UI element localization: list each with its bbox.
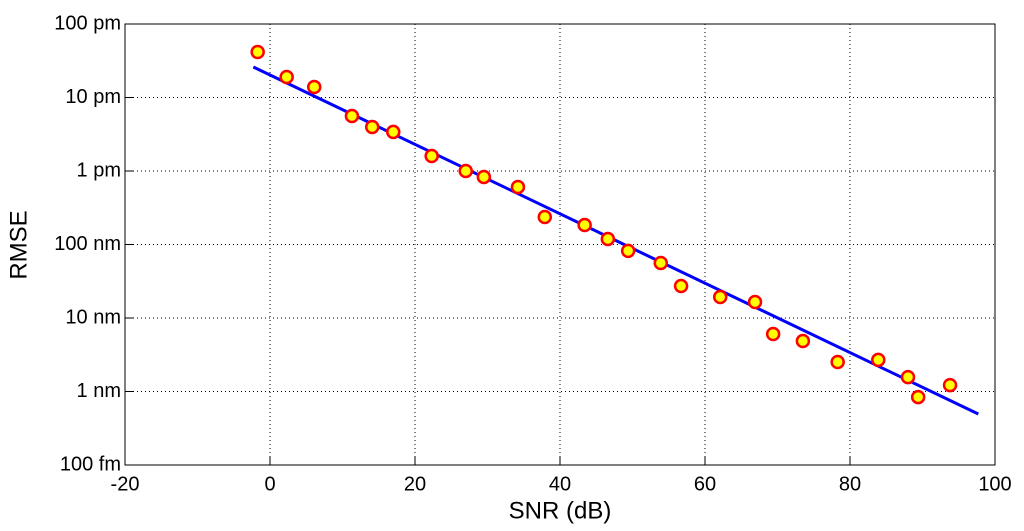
plot-frame <box>124 23 996 466</box>
y-tick-label: 10 nm <box>65 306 121 328</box>
point <box>747 294 763 310</box>
point <box>712 289 728 305</box>
point <box>910 389 926 405</box>
point <box>458 163 473 179</box>
x-tick-label: -20 <box>111 473 140 495</box>
point <box>344 108 360 124</box>
y-tick-label: 100 nm <box>54 233 121 255</box>
point <box>765 326 781 342</box>
x-tick-label: 60 <box>694 473 716 495</box>
y-tick-label: 1 pm <box>77 159 121 181</box>
x-tick-label: 80 <box>839 473 861 495</box>
point <box>673 278 689 294</box>
point <box>386 124 401 140</box>
point <box>537 209 553 225</box>
point <box>830 354 845 370</box>
x-tick-label: 100 <box>978 473 1011 495</box>
point <box>620 243 636 259</box>
point <box>577 217 592 233</box>
y-tick-label: 1 nm <box>77 380 121 402</box>
point <box>795 333 811 349</box>
point <box>510 179 526 195</box>
point <box>424 148 439 164</box>
point <box>653 255 669 271</box>
y-tick-label: 10 pm <box>65 86 121 108</box>
point <box>900 369 916 385</box>
point <box>600 231 616 247</box>
point <box>942 377 958 393</box>
x-tick-label: 40 <box>549 473 571 495</box>
point <box>476 169 492 185</box>
y-axis-title: RMSE <box>5 210 32 279</box>
x-axis-title: SNR (dB) <box>509 497 612 524</box>
point <box>364 119 380 135</box>
point <box>250 44 265 60</box>
x-tick-label: 0 <box>264 473 275 495</box>
y-tick-label: 100 fm <box>60 453 121 475</box>
y-tick-label: 100 pm <box>54 12 121 34</box>
point <box>279 69 294 85</box>
x-tick-label: 20 <box>404 473 426 495</box>
point <box>871 352 886 368</box>
point <box>306 79 322 95</box>
